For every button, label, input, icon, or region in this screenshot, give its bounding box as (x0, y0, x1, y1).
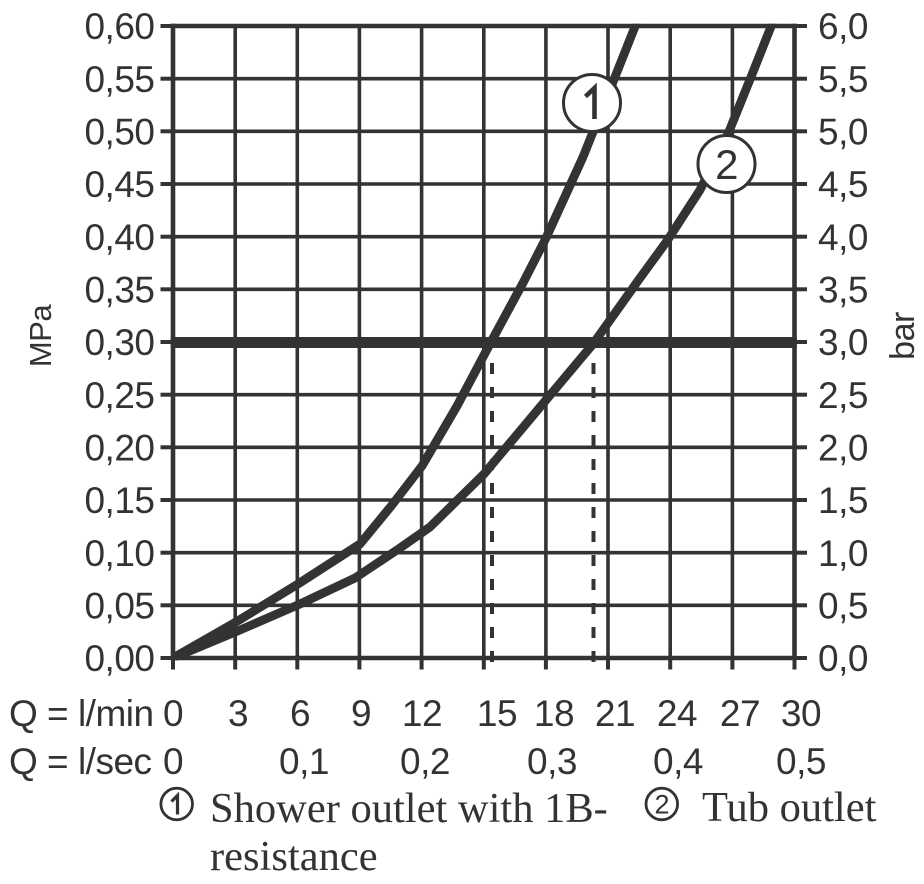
svg-text:2: 2 (655, 790, 670, 820)
svg-text:Q = l/min: Q = l/min (9, 693, 154, 734)
svg-text:30: 30 (781, 693, 821, 734)
svg-text:0,05: 0,05 (84, 586, 154, 627)
svg-text:Shower outlet with 1B-: Shower outlet with 1B- (210, 785, 608, 832)
svg-text:0,2: 0,2 (400, 741, 450, 782)
svg-text:24: 24 (657, 693, 697, 734)
svg-text:0,3: 0,3 (527, 741, 577, 782)
svg-text:0,60: 0,60 (84, 6, 154, 47)
svg-text:1,0: 1,0 (818, 533, 868, 574)
svg-text:4,0: 4,0 (818, 217, 868, 258)
svg-text:resistance: resistance (210, 833, 378, 880)
svg-text:27: 27 (720, 693, 760, 734)
svg-text:0,50: 0,50 (84, 112, 154, 153)
svg-text:bar: bar (884, 312, 922, 360)
svg-text:6: 6 (290, 693, 310, 734)
svg-text:0,4: 0,4 (653, 741, 703, 782)
svg-text:0,25: 0,25 (84, 375, 154, 416)
svg-text:0,0: 0,0 (818, 638, 868, 679)
svg-text:9: 9 (351, 693, 371, 734)
svg-text:0,5: 0,5 (776, 741, 826, 782)
svg-text:0: 0 (163, 693, 183, 734)
svg-text:0,1: 0,1 (279, 741, 329, 782)
svg-text:3: 3 (228, 693, 248, 734)
svg-text:3,0: 3,0 (818, 322, 868, 363)
svg-text:5,0: 5,0 (818, 112, 868, 153)
svg-text:0,30: 0,30 (84, 322, 154, 363)
svg-text:Q = l/sec: Q = l/sec (9, 741, 152, 782)
svg-text:2,5: 2,5 (818, 375, 868, 416)
svg-text:2: 2 (715, 141, 738, 188)
svg-text:0,00: 0,00 (84, 638, 154, 679)
svg-text:6,0: 6,0 (818, 6, 868, 47)
svg-text:0,5: 0,5 (818, 586, 868, 627)
svg-text:18: 18 (534, 693, 574, 734)
svg-text:3,5: 3,5 (818, 270, 868, 311)
svg-text:0,45: 0,45 (84, 164, 154, 205)
svg-text:0: 0 (163, 741, 183, 782)
svg-text:12: 12 (402, 693, 442, 734)
svg-text:4,5: 4,5 (818, 164, 868, 205)
svg-text:Tub outlet: Tub outlet (702, 784, 877, 831)
svg-text:0,35: 0,35 (84, 270, 154, 311)
svg-text:MPa: MPa (23, 304, 58, 368)
svg-text:0,20: 0,20 (84, 428, 154, 469)
svg-text:0,40: 0,40 (84, 217, 154, 258)
svg-text:15: 15 (477, 693, 517, 734)
svg-text:1,5: 1,5 (818, 480, 868, 521)
svg-text:21: 21 (595, 693, 635, 734)
svg-text:5,5: 5,5 (818, 59, 868, 100)
svg-text:0,15: 0,15 (84, 480, 154, 521)
svg-text:0,10: 0,10 (84, 533, 154, 574)
svg-text:0,55: 0,55 (84, 59, 154, 100)
svg-text:2,0: 2,0 (818, 428, 868, 469)
